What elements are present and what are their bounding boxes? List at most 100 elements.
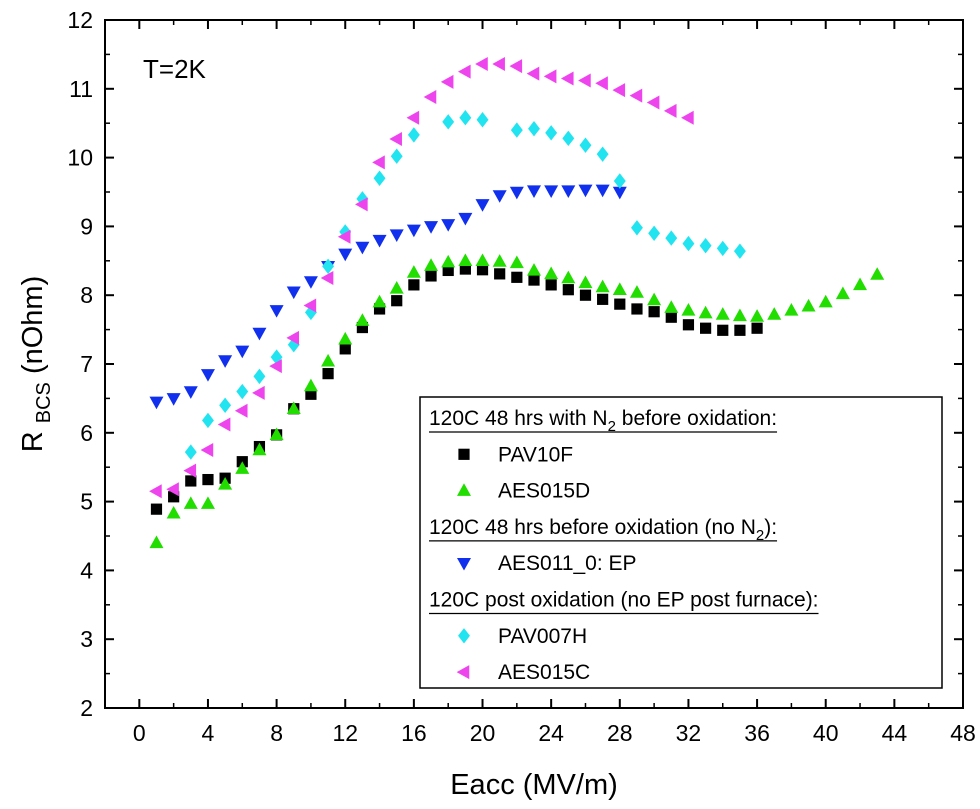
- data-point: [166, 505, 181, 519]
- data-point: [597, 293, 609, 305]
- x-tick-label: 8: [270, 720, 283, 746]
- legend-header-text-end: ):: [764, 516, 777, 539]
- data-point: [458, 64, 471, 79]
- data-point: [561, 270, 576, 284]
- data-point: [663, 103, 677, 118]
- data-point: [544, 266, 559, 280]
- data-point: [252, 385, 265, 400]
- data-point: [337, 229, 351, 244]
- y-tick-label: 12: [67, 7, 93, 33]
- data-point: [560, 71, 574, 86]
- data-point: [614, 298, 626, 310]
- data-point: [631, 303, 643, 315]
- data-point: [681, 302, 696, 316]
- data-point: [698, 305, 713, 319]
- y-axis-title-subscript: BCS: [33, 382, 55, 423]
- data-point: [200, 496, 215, 509]
- data-point: [578, 73, 591, 88]
- data-point: [545, 279, 557, 291]
- data-point: [356, 321, 368, 334]
- data-point: [218, 477, 233, 490]
- data-point: [595, 184, 610, 198]
- data-point: [407, 127, 420, 143]
- data-point: [217, 417, 231, 432]
- legend-header-text-end: before oxidation:: [616, 407, 777, 430]
- data-point: [185, 475, 197, 487]
- legend-header-text: 120C 48 hrs before oxidation (no N: [429, 516, 756, 539]
- data-point: [647, 292, 662, 306]
- x-tick-label: 24: [538, 720, 564, 746]
- data-point: [715, 307, 730, 320]
- data-point: [389, 229, 404, 243]
- data-point: [562, 284, 574, 296]
- data-point: [166, 482, 179, 497]
- series-3: [184, 109, 746, 460]
- data-point: [595, 76, 608, 91]
- data-point: [528, 274, 540, 286]
- data-point: [373, 303, 386, 315]
- legend-header-text: 120C post oxidation (no EP post furnace)…: [429, 589, 819, 612]
- data-point: [305, 388, 317, 400]
- y-tick-label: 4: [80, 557, 93, 583]
- data-point: [373, 170, 386, 186]
- data-point: [543, 69, 557, 84]
- data-point: [509, 255, 524, 269]
- data-point: [648, 306, 660, 318]
- legend-header-subscript: 2: [608, 418, 616, 435]
- data-point: [544, 185, 559, 198]
- data-point: [801, 298, 816, 312]
- data-point: [269, 427, 284, 441]
- data-point: [355, 197, 368, 212]
- data-point: [166, 393, 181, 406]
- data-point: [476, 264, 489, 276]
- data-point: [303, 276, 318, 289]
- x-tick-label: 32: [676, 720, 702, 746]
- data-point: [509, 59, 523, 74]
- data-point: [475, 199, 490, 212]
- data-point: [389, 280, 404, 294]
- data-point: [235, 461, 250, 474]
- series-2: [149, 184, 627, 410]
- data-point: [183, 496, 198, 509]
- data-point: [612, 83, 626, 98]
- data-point: [441, 254, 456, 268]
- y-tick-label: 8: [80, 282, 93, 308]
- x-tick-label: 0: [133, 720, 146, 746]
- data-point: [441, 219, 456, 232]
- x-tick-label: 12: [332, 720, 358, 746]
- data-point: [253, 368, 266, 385]
- x-axis-title: Eacc (MV/m): [450, 769, 618, 801]
- data-point: [492, 190, 507, 203]
- data-point: [408, 279, 420, 291]
- data-point: [355, 241, 370, 255]
- data-point: [390, 148, 403, 164]
- x-tick-label: 36: [744, 720, 770, 746]
- data-point: [425, 270, 437, 282]
- legend-series-label: PAV007H: [498, 625, 587, 648]
- data-point: [579, 289, 592, 301]
- data-point: [235, 345, 250, 359]
- data-point: [183, 463, 197, 478]
- legend-header-subscript: 2: [756, 527, 764, 544]
- data-point: [286, 401, 301, 414]
- series-1: [149, 253, 885, 549]
- data-point: [578, 275, 593, 289]
- data-point: [459, 263, 471, 275]
- legend-group-header: 120C post oxidation (no EP post furnace)…: [429, 589, 819, 612]
- data-point: [149, 484, 162, 499]
- data-point: [219, 397, 232, 413]
- data-point: [870, 267, 885, 280]
- data-point: [149, 396, 164, 410]
- data-point: [629, 285, 644, 298]
- legend-marker: [457, 557, 471, 571]
- data-point: [492, 57, 505, 72]
- x-tick-label: 4: [202, 720, 215, 746]
- data-point: [732, 308, 747, 322]
- y-tick-label: 7: [80, 351, 93, 377]
- data-point: [202, 473, 214, 486]
- data-point: [236, 383, 249, 400]
- data-point: [406, 265, 421, 278]
- legend-header-text: 120C 48 hrs with N: [429, 407, 608, 430]
- legend-marker: [458, 448, 470, 460]
- data-point: [595, 279, 610, 293]
